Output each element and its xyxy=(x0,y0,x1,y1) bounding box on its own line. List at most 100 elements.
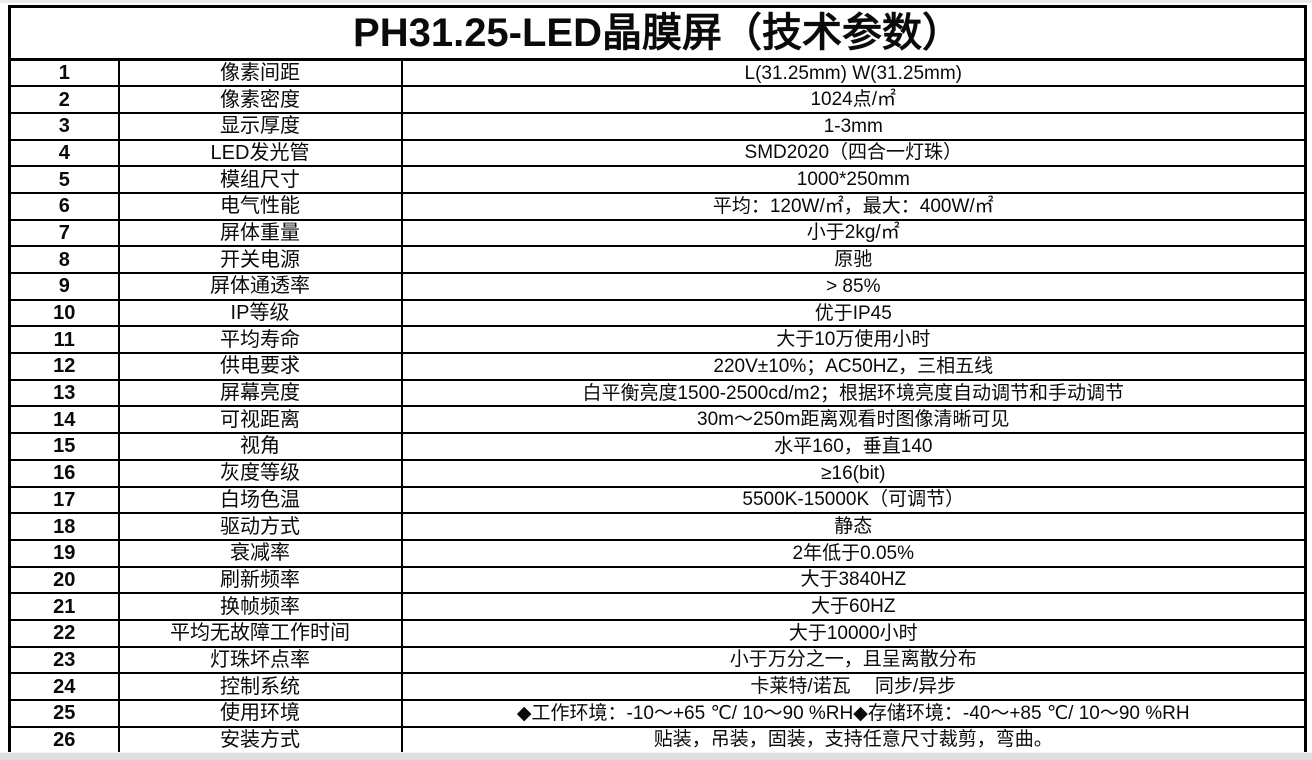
row-number: 4 xyxy=(8,138,120,168)
table-row: 2 像素密度 1024点/㎡ xyxy=(8,85,1307,114)
param-name: IP等级 xyxy=(117,298,403,328)
table-row: 16 灰度等级 ≥16(bit) xyxy=(8,458,1307,488)
row-number: 2 xyxy=(8,85,120,114)
param-name: 灯珠坏点率 xyxy=(117,645,403,675)
table-row: 14 可视距离 30m～250m距离观看时图像清晰可见 xyxy=(8,405,1307,435)
param-value: 优于IP45 xyxy=(400,298,1307,328)
row-number: 17 xyxy=(8,485,120,515)
row-number: 23 xyxy=(8,645,120,675)
row-number: 26 xyxy=(8,725,120,755)
param-value: ◆工作环境：-10～+65 ℃/ 10～90 %RH◆存储环境：-40～+85 … xyxy=(400,699,1307,728)
spec-table: PH31.25-LED晶膜屏（技术参数） 1 像素间距 L(31.25mm) W… xyxy=(8,5,1308,755)
row-number: 5 xyxy=(8,165,120,194)
title-row: PH31.25-LED晶膜屏（技术参数） xyxy=(8,5,1307,61)
param-name: 灰度等级 xyxy=(117,458,403,488)
row-number: 24 xyxy=(8,672,120,701)
param-name: 电气性能 xyxy=(117,191,403,221)
param-value: 大于3840HZ xyxy=(400,565,1307,595)
table-row: 7 屏体重量 小于2kg/㎡ xyxy=(8,218,1307,248)
param-name: LED发光管 xyxy=(117,138,403,168)
table-row: 5 模组尺寸 1000*250mm xyxy=(8,165,1307,194)
table-row: 18 驱动方式 静态 xyxy=(8,512,1307,541)
table-row: 4 LED发光管 SMD2020（四合一灯珠） xyxy=(8,138,1307,168)
param-name: 像素间距 xyxy=(117,58,403,88)
param-name: 屏体重量 xyxy=(117,218,403,248)
param-value: 原驰 xyxy=(400,245,1307,274)
param-value: 白平衡亮度1500-2500cd/m2；根据环境亮度自动调节和手动调节 xyxy=(400,378,1307,408)
param-name: 驱动方式 xyxy=(117,512,403,541)
param-name: 屏幕亮度 xyxy=(117,378,403,408)
row-number: 6 xyxy=(8,191,120,221)
row-number: 18 xyxy=(8,512,120,541)
param-name: 屏体通透率 xyxy=(117,272,403,301)
param-value: > 85% xyxy=(400,272,1307,301)
param-value: 1024点/㎡ xyxy=(400,85,1307,114)
row-number: 15 xyxy=(8,432,120,461)
param-value: 贴装，吊装，固装，支持任意尺寸裁剪，弯曲。 xyxy=(400,725,1307,755)
table-row: 13 屏幕亮度 白平衡亮度1500-2500cd/m2；根据环境亮度自动调节和手… xyxy=(8,378,1307,408)
param-value: 小于万分之一，且呈离散分布 xyxy=(400,645,1307,675)
page-bottom-strip xyxy=(0,752,1312,760)
table-row: 1 像素间距 L(31.25mm) W(31.25mm) xyxy=(8,58,1307,88)
spec-rows: 1 像素间距 L(31.25mm) W(31.25mm) 2 像素密度 1024… xyxy=(8,58,1307,755)
page-top-strip xyxy=(0,0,1312,3)
param-value: SMD2020（四合一灯珠） xyxy=(400,138,1307,168)
table-row: 19 衰减率 2年低于0.05% xyxy=(8,538,1307,568)
param-name: 安装方式 xyxy=(117,725,403,755)
param-name: 开关电源 xyxy=(117,245,403,274)
param-value: 1-3mm xyxy=(400,111,1307,141)
row-number: 11 xyxy=(8,325,120,355)
table-row: 25 使用环境 ◆工作环境：-10～+65 ℃/ 10～90 %RH◆存储环境：… xyxy=(8,699,1307,728)
param-name: 视角 xyxy=(117,432,403,461)
table-row: 20 刷新频率 大于3840HZ xyxy=(8,565,1307,595)
param-value: 5500K-15000K（可调节） xyxy=(400,485,1307,515)
param-value: 220V±10%；AC50HZ，三相五线 xyxy=(400,352,1307,381)
table-row: 6 电气性能 平均：120W/㎡，最大：400W/㎡ xyxy=(8,191,1307,221)
row-number: 21 xyxy=(8,592,120,621)
table-row: 23 灯珠坏点率 小于万分之一，且呈离散分布 xyxy=(8,645,1307,675)
param-name: 刷新频率 xyxy=(117,565,403,595)
row-number: 22 xyxy=(8,618,120,648)
param-value: 大于60HZ xyxy=(400,592,1307,621)
table-row: 26 安装方式 贴装，吊装，固装，支持任意尺寸裁剪，弯曲。 xyxy=(8,725,1307,755)
table-row: 8 开关电源 原驰 xyxy=(8,245,1307,274)
row-number: 3 xyxy=(8,111,120,141)
param-value: 平均：120W/㎡，最大：400W/㎡ xyxy=(400,191,1307,221)
param-name: 白场色温 xyxy=(117,485,403,515)
table-row: 17 白场色温 5500K-15000K（可调节） xyxy=(8,485,1307,515)
row-number: 19 xyxy=(8,538,120,568)
table-row: 22 平均无故障工作时间 大于10000小时 xyxy=(8,618,1307,648)
param-value: 水平160，垂直140 xyxy=(400,432,1307,461)
table-row: 9 屏体通透率 > 85% xyxy=(8,272,1307,301)
param-value: 1000*250mm xyxy=(400,165,1307,194)
table-row: 10 IP等级 优于IP45 xyxy=(8,298,1307,328)
param-name: 平均寿命 xyxy=(117,325,403,355)
param-value: 卡莱特/诺瓦 同步/异步 xyxy=(400,672,1307,701)
param-name: 控制系统 xyxy=(117,672,403,701)
table-row: 3 显示厚度 1-3mm xyxy=(8,111,1307,141)
param-name: 供电要求 xyxy=(117,352,403,381)
param-name: 像素密度 xyxy=(117,85,403,114)
param-value: L(31.25mm) W(31.25mm) xyxy=(400,58,1307,88)
param-value: 30m～250m距离观看时图像清晰可见 xyxy=(400,405,1307,435)
table-row: 15 视角 水平160，垂直140 xyxy=(8,432,1307,461)
row-number: 25 xyxy=(8,699,120,728)
param-value: 小于2kg/㎡ xyxy=(400,218,1307,248)
param-name: 使用环境 xyxy=(117,699,403,728)
param-name: 显示厚度 xyxy=(117,111,403,141)
row-number: 7 xyxy=(8,218,120,248)
table-row: 12 供电要求 220V±10%；AC50HZ，三相五线 xyxy=(8,352,1307,381)
param-name: 换帧频率 xyxy=(117,592,403,621)
param-value: 大于10000小时 xyxy=(400,618,1307,648)
param-name: 平均无故障工作时间 xyxy=(117,618,403,648)
table-row: 21 换帧频率 大于60HZ xyxy=(8,592,1307,621)
row-number: 10 xyxy=(8,298,120,328)
row-number: 14 xyxy=(8,405,120,435)
table-row: 11 平均寿命 大于10万使用小时 xyxy=(8,325,1307,355)
param-name: 模组尺寸 xyxy=(117,165,403,194)
row-number: 20 xyxy=(8,565,120,595)
param-value: 静态 xyxy=(400,512,1307,541)
row-number: 9 xyxy=(8,272,120,301)
row-number: 1 xyxy=(8,58,120,88)
